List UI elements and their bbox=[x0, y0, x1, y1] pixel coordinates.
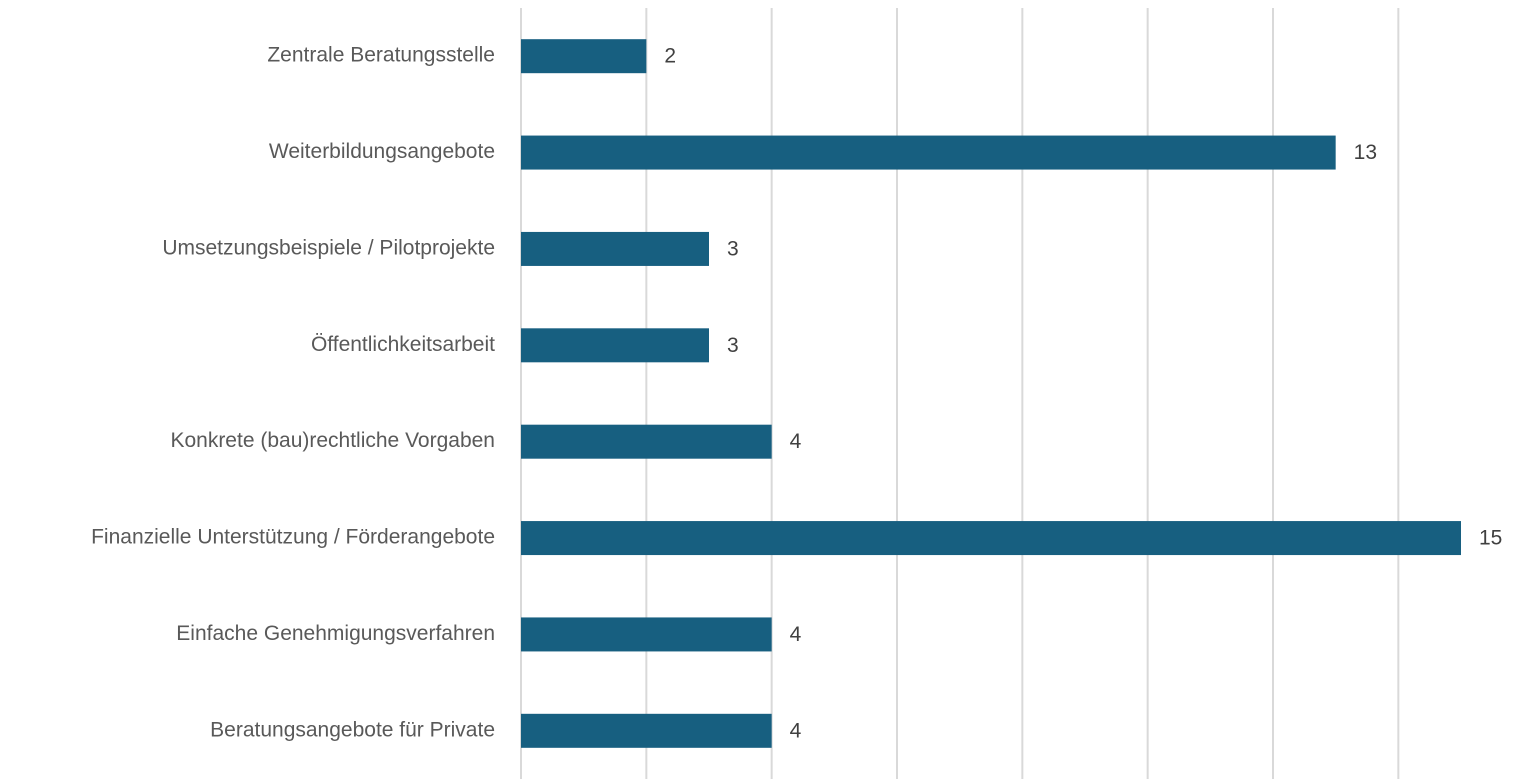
category-label: Finanzielle Unterstützung / Förderangebo… bbox=[91, 526, 495, 549]
category-label: Öffentlichkeitsarbeit bbox=[311, 333, 495, 356]
value-label: 15 bbox=[1479, 527, 1502, 550]
bar bbox=[521, 617, 772, 652]
value-label: 4 bbox=[790, 430, 802, 453]
category-label: Konkrete (bau)rechtliche Vorgaben bbox=[170, 429, 495, 452]
value-label: 4 bbox=[790, 719, 802, 742]
value-label: 13 bbox=[1354, 141, 1377, 164]
bar bbox=[521, 39, 647, 74]
value-label: 3 bbox=[727, 334, 739, 357]
value-label: 3 bbox=[727, 237, 739, 260]
category-label: Beratungsangebote für Private bbox=[210, 718, 495, 741]
category-label: Zentrale Beratungsstelle bbox=[267, 44, 495, 67]
bar bbox=[521, 328, 709, 363]
category-label: Weiterbildungsangebote bbox=[269, 140, 495, 163]
bar bbox=[521, 424, 772, 459]
bar bbox=[521, 713, 772, 748]
category-label: Einfache Genehmigungsverfahren bbox=[176, 622, 495, 645]
value-label: 4 bbox=[790, 623, 802, 646]
bar bbox=[521, 231, 709, 266]
category-label: Umsetzungsbeispiele / Pilotprojekte bbox=[162, 236, 495, 259]
bar bbox=[521, 135, 1336, 170]
bar bbox=[521, 521, 1461, 556]
value-label: 2 bbox=[664, 45, 676, 68]
